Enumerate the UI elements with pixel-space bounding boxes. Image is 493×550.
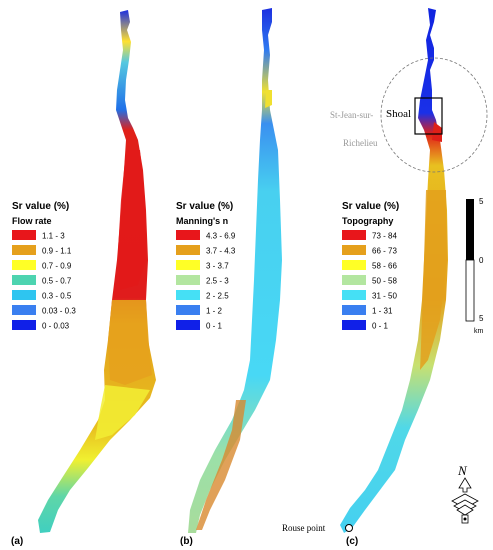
- river-map-flow-rate: [38, 10, 156, 533]
- legend-class-label: 1 - 31: [372, 307, 393, 316]
- rouse-point-label: Rouse point: [282, 523, 326, 533]
- legend-mannings-n: Sr value (%) Manning's n 4.3 - 6.9 3.7 - …: [176, 201, 236, 331]
- legend-class-label: 1.1 - 3: [42, 232, 65, 241]
- legend-class-label: 3 - 3.7: [206, 262, 229, 271]
- legend-class-label: 1 - 2: [206, 307, 223, 316]
- legend-swatch: [342, 230, 366, 240]
- legend-swatch: [342, 245, 366, 255]
- legend-swatch: [12, 245, 36, 255]
- legend-title: Sr value (%): [176, 201, 233, 212]
- legend-class-label: 0.03 - 0.3: [42, 307, 76, 316]
- legend-flow-rate: Sr value (%) Flow rate 1.1 - 3 0.9 - 1.1 0…: [12, 201, 76, 331]
- legend-subtitle: Flow rate: [12, 216, 52, 226]
- legend-topography: Sr value (%) Topography 73 - 84 66 - 73 58…: [342, 201, 399, 331]
- river-map-topography: [340, 8, 448, 533]
- legend-class-label: 0.7 - 0.9: [42, 262, 72, 271]
- legend-class-label: 0 - 1: [372, 322, 389, 331]
- legend-class-label: 0 - 0.03: [42, 322, 70, 331]
- legend-swatch: [12, 260, 36, 270]
- legend-class-label: 58 - 66: [372, 262, 397, 271]
- panel-label-a: (a): [11, 536, 23, 547]
- panel-label-c: (c): [346, 536, 358, 547]
- legend-title: Sr value (%): [342, 201, 399, 212]
- panel-label-b: (b): [180, 536, 193, 547]
- legend-class-label: 0.9 - 1.1: [42, 247, 72, 256]
- scale-bar-dark: [466, 199, 474, 260]
- shoal-box: [414, 97, 443, 135]
- scale-bar-light: [465, 259, 475, 322]
- legend-swatch: [176, 320, 200, 330]
- legend-swatch: [176, 290, 200, 300]
- legend-swatch: [342, 260, 366, 270]
- legend-class-label: 3.7 - 4.3: [206, 247, 236, 256]
- legend-swatch: [342, 290, 366, 300]
- legend-swatch: [176, 275, 200, 285]
- study-area-ellipse: [380, 57, 488, 173]
- legend-swatch: [12, 320, 36, 330]
- legend-class-label: 73 - 84: [372, 232, 397, 241]
- river-map-mannings-n: [188, 8, 282, 533]
- town-label-line2: Richelieu: [343, 138, 378, 148]
- rouse-point-marker: [345, 524, 353, 532]
- legend-class-label: 2 - 2.5: [206, 292, 229, 301]
- legend-swatch: [342, 320, 366, 330]
- legend-class-label: 66 - 73: [372, 247, 397, 256]
- legend-swatch: [12, 275, 36, 285]
- legend-subtitle: Manning's n: [176, 216, 228, 226]
- shoal-label: Shoal: [386, 108, 411, 120]
- scale-bottom-label: 5: [479, 314, 484, 323]
- legend-swatch: [12, 230, 36, 240]
- legend-swatch: [342, 275, 366, 285]
- legend-subtitle: Topography: [342, 216, 393, 226]
- north-label: N: [457, 463, 468, 478]
- legend-class-label: 4.3 - 6.9: [206, 232, 236, 241]
- legend-class-label: 0 - 1: [206, 322, 223, 331]
- legend-class-label: 0.5 - 0.7: [42, 277, 72, 286]
- scale-unit-label: km: [474, 328, 484, 335]
- scale-bar: 5 0 5 km: [465, 197, 484, 335]
- legend-swatch: [176, 260, 200, 270]
- legend-swatch: [176, 230, 200, 240]
- legend-swatch: [342, 305, 366, 315]
- scale-top-label: 5: [479, 197, 484, 206]
- north-arrow-icon: N: [451, 463, 479, 524]
- legend-swatch: [12, 290, 36, 300]
- legend-class-label: 50 - 58: [372, 277, 397, 286]
- legend-title: Sr value (%): [12, 201, 69, 212]
- legend-swatch: [12, 305, 36, 315]
- legend-swatch: [176, 245, 200, 255]
- legend-swatch: [176, 305, 200, 315]
- legend-class-label: 31 - 50: [372, 292, 397, 301]
- town-label-line1: St-Jean-sur-: [330, 110, 373, 120]
- scale-mid-label: 0: [479, 256, 484, 265]
- legend-class-label: 0.3 - 0.5: [42, 292, 72, 301]
- legend-class-label: 2.5 - 3: [206, 277, 229, 286]
